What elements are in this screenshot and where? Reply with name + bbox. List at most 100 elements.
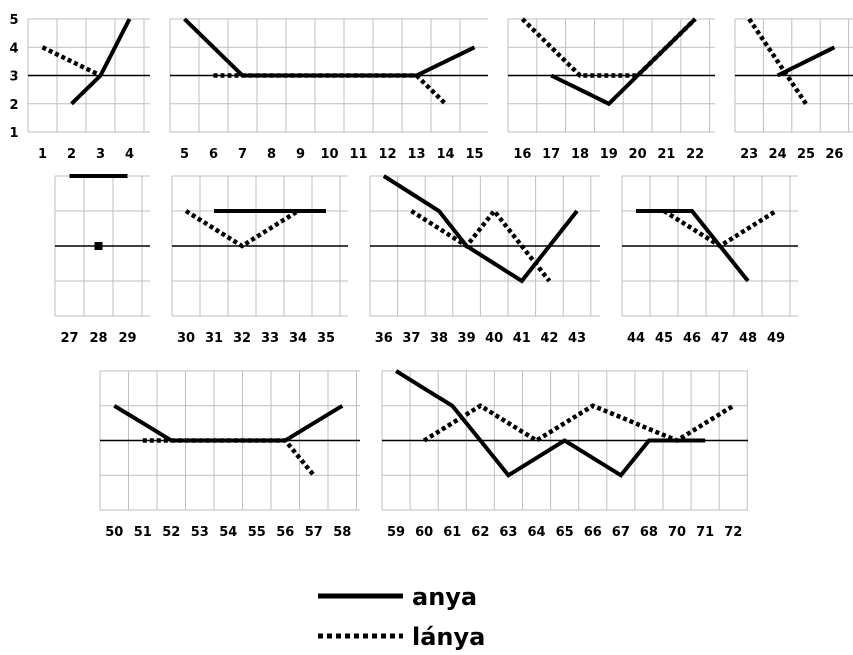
- x-tick-label: 16: [513, 147, 531, 162]
- x-tick-label: 72: [724, 525, 742, 540]
- x-tick-label: 9: [296, 147, 305, 162]
- x-tick-label: 52: [162, 525, 180, 540]
- x-tick-label: 18: [571, 147, 589, 162]
- x-tick-label: 25: [797, 147, 815, 162]
- x-tick-label: 51: [134, 525, 152, 540]
- x-tick-label: 68: [640, 525, 658, 540]
- x-tick-label: 70: [668, 525, 686, 540]
- x-tick-label: 23: [740, 147, 758, 162]
- x-tick-label: 64: [528, 525, 546, 540]
- x-tick-label: 1: [38, 147, 47, 162]
- panel-1: 1 2 3 4 5 1 2 3 4: [9, 13, 150, 162]
- x-tick-label: 37: [402, 331, 420, 346]
- series-anya-line: [636, 209, 750, 283]
- series-lanya-line: [520, 17, 697, 78]
- series-anya-line: [113, 404, 344, 443]
- series-anya-line: [395, 369, 706, 478]
- x-tick-label: 14: [436, 147, 454, 162]
- x-tick-label: 38: [430, 331, 448, 346]
- legend-label-1: anya: [412, 583, 477, 611]
- panel-6: 30 31 32 33 34 35: [171, 175, 348, 346]
- x-tick-label: 15: [465, 147, 483, 162]
- x-tick-label: 54: [219, 525, 237, 540]
- x-tick-label: 46: [683, 331, 701, 346]
- x-tick-label: 11: [349, 147, 367, 162]
- y-tick-label: 2: [9, 98, 18, 113]
- x-tick-label: 8: [267, 147, 276, 162]
- y-tick-label: 4: [9, 41, 18, 56]
- x-tick-label: 40: [485, 331, 503, 346]
- x-tick-label: 48: [739, 331, 757, 346]
- panel-4: 23 24 25 26: [734, 17, 853, 162]
- x-tick-label: 62: [471, 525, 489, 540]
- x-tick-label: 56: [276, 525, 294, 540]
- x-tick-label: 6: [209, 147, 218, 162]
- series-lanya-line: [142, 438, 316, 477]
- series-lanya-line: [41, 45, 102, 78]
- x-tick-label: 19: [600, 147, 618, 162]
- x-tick-label: 71: [696, 525, 714, 540]
- x-tick-label: 28: [89, 331, 107, 346]
- x-tick-label: 65: [556, 525, 574, 540]
- legend-label-2: lánya: [412, 623, 485, 650]
- x-tick-label: 29: [118, 331, 136, 346]
- panel-10: 59 60 61 62 63 64 65 66 67 68 70 71 72: [381, 369, 748, 540]
- x-tick-label: 42: [540, 331, 558, 346]
- x-tick-label: 30: [177, 331, 195, 346]
- x-tick-label: 31: [205, 331, 223, 346]
- series-lanya-line: [747, 17, 808, 106]
- x-tick-label: 59: [387, 525, 405, 540]
- x-tick-label: 39: [458, 331, 476, 346]
- x-tick-label: 61: [443, 525, 461, 540]
- series-anya-line: [776, 45, 836, 78]
- series-lanya-line: [422, 403, 735, 444]
- x-tick-label: 20: [629, 147, 647, 162]
- x-tick-label: 7: [238, 147, 247, 162]
- x-tick-label: 4: [125, 147, 134, 162]
- series-lanya-line: [213, 73, 448, 106]
- x-tick-label: 47: [711, 331, 729, 346]
- series-lanya-line: [410, 207, 552, 283]
- y-tick-label: 5: [9, 13, 18, 28]
- series-lanya-point: [94, 242, 103, 250]
- series-anya-line: [382, 174, 579, 284]
- series-anya-line: [70, 18, 132, 106]
- y-tick-label: 3: [9, 70, 18, 85]
- x-tick-label: 60: [415, 525, 433, 540]
- x-tick-label: 44: [627, 331, 645, 346]
- series-lanya-line: [184, 209, 300, 249]
- series-lanya-line: [662, 209, 778, 249]
- x-tick-label: 35: [317, 331, 335, 346]
- x-tick-label: 27: [60, 331, 78, 346]
- x-tick-label: 41: [513, 331, 531, 346]
- x-tick-label: 3: [96, 147, 105, 162]
- x-tick-label: 12: [378, 147, 396, 162]
- x-tick-label: 58: [333, 525, 351, 540]
- x-tick-label: 5: [180, 147, 189, 162]
- panel-9: 50 51 52 53 54 55 56 57 58: [99, 370, 360, 540]
- x-tick-label: 49: [767, 331, 785, 346]
- x-tick-label: 45: [655, 331, 673, 346]
- x-tick-label: 34: [289, 331, 307, 346]
- x-tick-label: 26: [825, 147, 843, 162]
- legend: anya lánya: [318, 583, 485, 651]
- x-tick-label: 43: [568, 331, 586, 346]
- x-tick-label: 2: [67, 147, 76, 162]
- x-tick-label: 10: [320, 147, 338, 162]
- x-tick-label: 66: [584, 525, 602, 540]
- x-tick-label: 53: [191, 525, 209, 540]
- x-tick-label: 55: [248, 525, 266, 540]
- x-tick-label: 50: [105, 525, 123, 540]
- panel-5: 27 28 29: [54, 174, 150, 346]
- x-tick-label: 17: [542, 147, 560, 162]
- x-tick-label: 24: [769, 147, 787, 162]
- panel-3: 16 17 18 19 20 21 22: [507, 17, 715, 162]
- x-tick-label: 21: [657, 147, 675, 162]
- y-tick-label: 1: [9, 126, 18, 141]
- x-tick-label: 22: [686, 147, 704, 162]
- x-tick-label: 57: [305, 525, 323, 540]
- x-tick-label: 67: [612, 525, 630, 540]
- x-tick-label: 33: [261, 331, 279, 346]
